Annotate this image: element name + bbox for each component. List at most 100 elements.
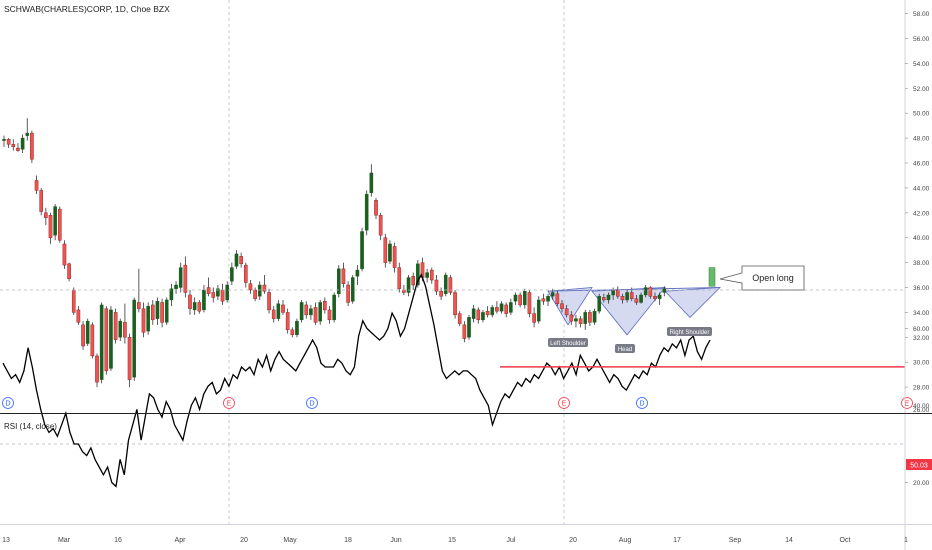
candle-body bbox=[271, 309, 276, 319]
candle-body bbox=[527, 292, 532, 314]
candle-body bbox=[216, 288, 220, 297]
event-marker-label: D bbox=[639, 401, 644, 408]
candle-body bbox=[192, 302, 197, 311]
chart-title: SCHWAB(CHARLES)CORP, 1D, Choe BZX bbox=[4, 4, 170, 14]
last-bar bbox=[708, 267, 716, 287]
right-shoulder-label: Right Shoulder bbox=[670, 330, 710, 336]
candle-body bbox=[597, 296, 601, 312]
candle-body bbox=[295, 320, 299, 336]
time-tick-label: Jun bbox=[390, 537, 401, 544]
candle-body bbox=[616, 289, 620, 297]
candle-body bbox=[523, 291, 527, 306]
candle-body bbox=[546, 296, 550, 302]
time-tick-label: 1 bbox=[904, 537, 908, 544]
open-long-label: Open long bbox=[752, 273, 794, 283]
candle-body bbox=[634, 298, 639, 303]
candle-body bbox=[532, 313, 536, 323]
time-tick-label: 18 bbox=[344, 537, 352, 544]
time-tick-label: 15 bbox=[448, 537, 456, 544]
time-tick-label: 17 bbox=[673, 537, 681, 544]
candle-body bbox=[239, 256, 243, 265]
neckline bbox=[547, 287, 721, 292]
candle-body bbox=[225, 284, 230, 301]
time-tick-label: Aug bbox=[619, 537, 632, 544]
candle-body bbox=[2, 139, 6, 141]
candle-body bbox=[355, 269, 360, 277]
candle-body bbox=[299, 302, 304, 321]
candle-body bbox=[267, 292, 271, 311]
candle-body bbox=[439, 291, 443, 297]
candle-body bbox=[499, 303, 504, 312]
candle-body bbox=[62, 243, 67, 266]
price-tick-label: 40.00 bbox=[913, 235, 930, 242]
candle-body bbox=[127, 337, 132, 380]
candle-body bbox=[323, 300, 327, 311]
candle-body bbox=[132, 299, 137, 378]
candle-body bbox=[643, 287, 648, 296]
candle-body bbox=[602, 297, 606, 301]
candle-body bbox=[341, 268, 346, 284]
candle-body bbox=[588, 312, 592, 323]
candle-body bbox=[378, 215, 383, 236]
candle-body bbox=[99, 304, 104, 380]
candle-body bbox=[188, 294, 192, 309]
candle-body bbox=[392, 246, 397, 268]
price-tick-label: 28.00 bbox=[913, 385, 930, 392]
event-marker-label: E bbox=[562, 401, 567, 408]
candle-body bbox=[476, 309, 481, 321]
candle-body bbox=[346, 284, 350, 303]
candle-body bbox=[230, 267, 234, 282]
candle-body bbox=[388, 243, 392, 262]
candle-body bbox=[202, 289, 206, 311]
time-tick-label: 13 bbox=[2, 537, 10, 544]
candle-body bbox=[285, 312, 290, 331]
price-tick-label: 54.00 bbox=[913, 61, 930, 68]
candle-body bbox=[541, 298, 546, 302]
time-tick-label: Mar bbox=[58, 537, 71, 544]
price-tick-label: 42.00 bbox=[913, 210, 930, 217]
rsi-pane bbox=[0, 273, 905, 488]
candle-body bbox=[313, 307, 318, 323]
candle-body bbox=[555, 293, 560, 304]
candle-body bbox=[397, 267, 402, 289]
candle-body bbox=[606, 294, 611, 301]
candle-body bbox=[657, 294, 662, 299]
candles bbox=[2, 118, 716, 388]
candle-body bbox=[53, 206, 57, 236]
candle-body bbox=[457, 313, 462, 324]
price-tick-label: 44.00 bbox=[913, 185, 930, 192]
candle-body bbox=[234, 253, 239, 267]
price-tick-label: 56.00 bbox=[913, 36, 930, 43]
event-marker-label: E bbox=[905, 401, 910, 408]
time-tick-label: 20 bbox=[569, 537, 577, 544]
candle-body bbox=[453, 292, 457, 316]
candle-body bbox=[513, 294, 518, 302]
candle-body bbox=[248, 283, 253, 291]
candle-body bbox=[39, 190, 43, 212]
candle-body bbox=[369, 172, 374, 194]
candle-body bbox=[360, 231, 364, 270]
candle-body bbox=[67, 263, 71, 279]
rsi-value-label: 50.03 bbox=[910, 463, 928, 470]
candle-body bbox=[137, 302, 141, 309]
candle-body bbox=[485, 310, 490, 316]
candle-body bbox=[425, 272, 429, 278]
candle-body bbox=[150, 304, 155, 321]
candle-body bbox=[309, 308, 313, 316]
event-marker bbox=[636, 397, 648, 409]
candle-body bbox=[471, 308, 476, 319]
rsi-tick-label: 60.00 bbox=[913, 326, 930, 333]
candle-body bbox=[220, 289, 225, 302]
open-long-callout[interactable]: Open long bbox=[719, 265, 805, 291]
event-marker-label: D bbox=[5, 401, 10, 408]
candle-body bbox=[118, 320, 123, 338]
time-tick-label: Oct bbox=[840, 537, 851, 544]
candle-body bbox=[109, 309, 113, 369]
price-tick-label: 26.00 bbox=[913, 407, 930, 414]
candle-body bbox=[569, 314, 574, 322]
candle-body bbox=[364, 193, 369, 231]
candle-body bbox=[583, 312, 588, 324]
price-tick-label: 58.00 bbox=[913, 11, 930, 18]
